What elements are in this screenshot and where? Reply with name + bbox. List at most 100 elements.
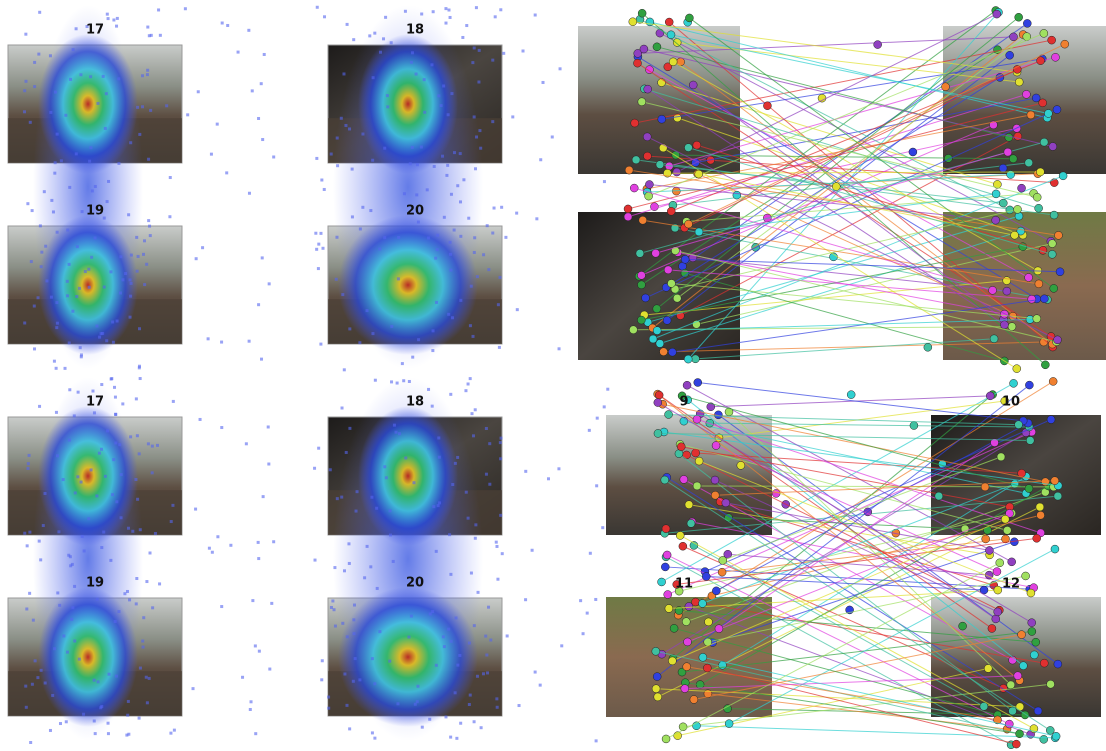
heatmap-speck xyxy=(323,15,326,18)
heatmap-speck xyxy=(589,552,592,555)
heatmap-speck xyxy=(438,501,441,504)
keypoint xyxy=(994,586,1002,594)
heatmap-speck xyxy=(216,123,219,126)
keypoint xyxy=(1000,310,1008,318)
heatmap-speck xyxy=(139,377,142,380)
heatmap-speck xyxy=(333,566,336,569)
heatmap-speck xyxy=(474,523,477,526)
keypoint xyxy=(1040,659,1048,667)
heatmap-speck xyxy=(76,245,79,248)
heatmap-speck xyxy=(207,337,210,340)
keypoint xyxy=(1035,204,1043,212)
heatmap-speck xyxy=(26,544,29,547)
heatmap-speck xyxy=(403,192,406,195)
heatmap-speck xyxy=(375,507,378,510)
heatmap-speck xyxy=(225,171,228,174)
heatmap-speck xyxy=(426,188,429,191)
heatmap-speck xyxy=(25,80,28,83)
keypoint xyxy=(676,531,684,539)
keypoint xyxy=(652,647,660,655)
heatmap-speck xyxy=(409,162,412,165)
video-frame xyxy=(606,415,772,535)
heatmap-speck xyxy=(89,75,92,78)
heatmap-speck xyxy=(435,550,438,553)
heatmap-speck xyxy=(54,161,57,164)
heatmap-speck xyxy=(371,731,374,734)
heatmap-speck xyxy=(359,227,362,230)
keypoint xyxy=(693,415,701,423)
heatmap-speck xyxy=(495,545,498,548)
heatmap-speck xyxy=(100,332,103,335)
heatmap-speck xyxy=(73,640,76,643)
heatmap-speck xyxy=(354,657,357,660)
heatmap-speck xyxy=(412,481,415,484)
keypoint xyxy=(959,622,967,630)
heatmap-speck xyxy=(138,327,141,330)
heatmap-speck xyxy=(118,443,121,446)
keypoint xyxy=(981,483,989,491)
heatmap-speck xyxy=(56,454,59,457)
heatmap-speck xyxy=(421,726,424,729)
heatmap-speck xyxy=(44,492,47,495)
heatmap-speck xyxy=(411,356,414,359)
keypoint xyxy=(1028,295,1036,303)
heatmap-speck xyxy=(220,605,223,608)
heatmap-speck xyxy=(128,598,131,601)
heatmap-speck xyxy=(502,52,505,55)
heatmap-speck xyxy=(147,219,150,222)
heatmap-speck xyxy=(53,172,56,175)
heatmap-speck xyxy=(476,675,479,678)
heatmap-speck xyxy=(172,400,175,403)
heatmap-speck xyxy=(487,606,490,609)
heatmap-speck xyxy=(98,452,101,455)
heatmap-speck xyxy=(192,687,195,690)
heatmap-speck xyxy=(321,659,324,662)
heatmap-speck xyxy=(75,27,78,30)
heatmap-speck xyxy=(137,255,140,258)
keypoint xyxy=(1003,526,1011,534)
keypoint xyxy=(654,429,662,437)
heatmap-speck xyxy=(106,13,109,16)
heatmap-speck xyxy=(147,158,150,161)
heatmap-speck xyxy=(151,445,154,448)
heatmap-speck xyxy=(434,257,437,260)
heatmap-speck xyxy=(315,157,318,160)
heatmap-speck xyxy=(322,247,325,250)
heatmap-speck xyxy=(68,263,71,266)
frame-label: 17 xyxy=(86,23,104,38)
heatmap-speck xyxy=(369,209,372,212)
heatmap-speck xyxy=(201,246,204,249)
keypoint xyxy=(691,355,699,363)
heatmap-speck xyxy=(107,722,110,725)
heatmap-speck xyxy=(216,535,219,538)
figure: 17181920171819209101112 xyxy=(0,0,1106,751)
heatmap-speck xyxy=(56,591,59,594)
heatmap-speck xyxy=(486,224,489,227)
keypoint xyxy=(1007,681,1015,689)
heatmap-speck xyxy=(453,229,456,232)
video-frame xyxy=(578,212,740,360)
heatmap-speck xyxy=(102,531,105,534)
heatmap-speck xyxy=(444,22,447,25)
keypoint xyxy=(629,18,637,26)
heatmap-speck xyxy=(484,635,487,638)
keypoint xyxy=(1000,321,1008,329)
keypoint xyxy=(624,205,632,213)
heatmap-speck xyxy=(68,388,71,391)
heatmap-speck xyxy=(142,646,145,649)
heatmap-speck xyxy=(459,200,462,203)
heatmap-speck xyxy=(260,358,263,361)
heatmap-speck xyxy=(335,278,338,281)
heatmap-speck xyxy=(442,635,445,638)
keypoint xyxy=(1040,295,1048,303)
heatmap-speck xyxy=(447,313,450,316)
heatmap-speck xyxy=(467,382,470,385)
heatmap-speck xyxy=(443,645,446,648)
heatmap-speck xyxy=(449,736,452,739)
heatmap-speck xyxy=(257,557,260,560)
keypoint xyxy=(1054,492,1062,500)
heatmap-speck xyxy=(71,310,74,313)
heatmap-speck xyxy=(432,505,435,508)
heatmap-speck xyxy=(112,18,115,21)
